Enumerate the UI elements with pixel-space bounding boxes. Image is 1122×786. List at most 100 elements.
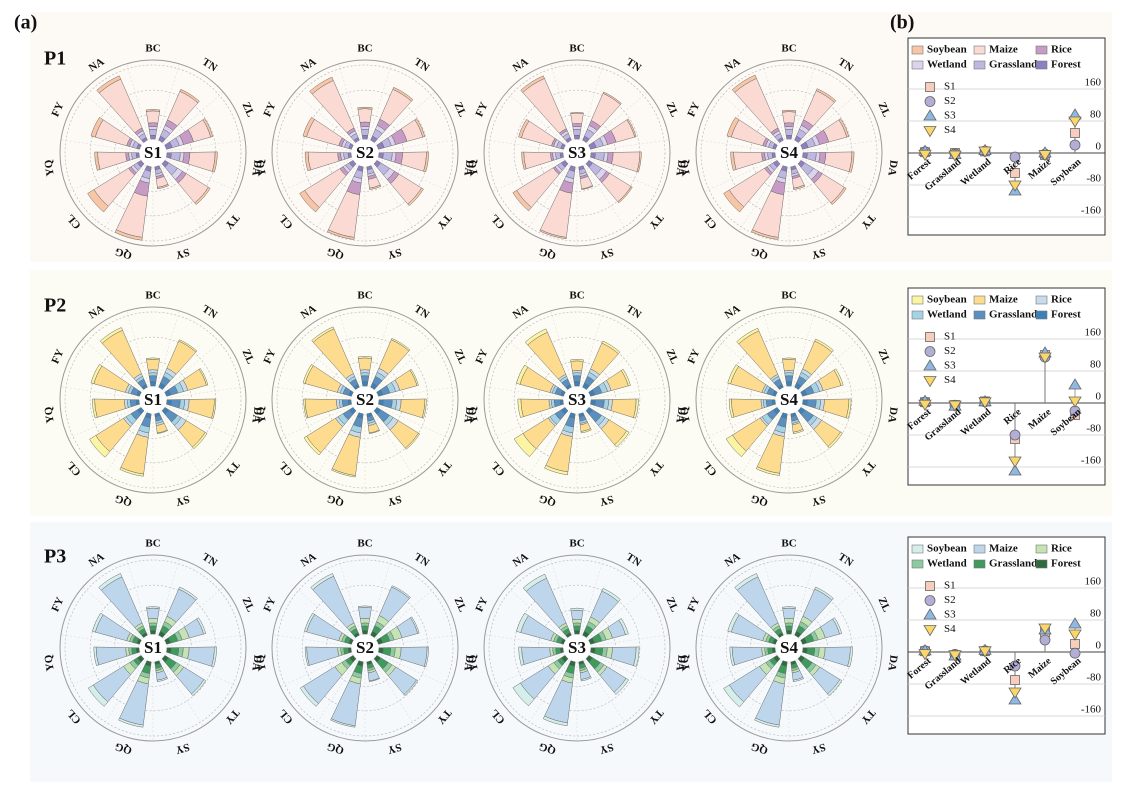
grid-spoke [792,63,816,140]
marker [948,650,962,662]
category-label: QG [325,740,345,756]
rose-segment [847,646,853,668]
rose-segment [147,122,159,128]
category-label: DA [673,406,687,423]
legend-label: Rice [1051,44,1072,56]
category-label: FY [261,347,278,365]
category-label: SY [598,492,615,507]
legend-marker [924,595,936,606]
rose-segment [202,118,214,138]
grid-spoke [696,634,776,647]
rose-segment [785,625,793,631]
rose-segment [331,468,356,478]
grid-spoke [60,634,140,647]
rose-segment [580,676,592,682]
center-label: S1 [144,638,162,657]
grid-spoke [796,659,840,727]
rose-segment [156,429,168,434]
rose-segment [147,369,159,374]
marker [948,400,962,412]
grid-spoke [368,310,392,387]
y-tick-label: -160 [1081,704,1102,716]
legend-swatch [911,559,924,569]
center-label: S2 [356,638,374,657]
category-label: BC [357,538,372,550]
grid-spoke [338,310,362,387]
category-label: QG [113,245,133,261]
outer-ring [271,59,459,247]
rose-segment [409,368,419,386]
center-disc [140,140,166,166]
rose-segment [782,606,796,609]
category-label: YQ [42,653,56,671]
category-label: FY [261,595,278,613]
rose-segment [572,126,582,130]
y-tick-label: 160 [1085,327,1102,339]
category-label: YQ [678,405,692,423]
grid-spoke [526,411,570,479]
grid-spoke [590,139,670,152]
rose-segment [731,74,757,93]
legend-marker [923,109,937,121]
y-tick-label: 0 [1096,640,1102,652]
category-label: BC [357,290,372,302]
grid-spoke [165,653,238,687]
grid-spoke [792,310,816,387]
category-label: SY [386,740,403,755]
legend-label: S2 [944,95,956,107]
outer-ring [59,59,247,247]
grid-spoke [160,164,204,232]
category-label: BC [145,43,160,55]
legend-swatch [1035,295,1048,305]
legend-swatch [1035,310,1048,320]
rose-segment [570,607,584,612]
rose-segment [782,359,796,372]
rose-segment [542,715,568,727]
legend-label: S2 [944,345,956,357]
rose-segment [198,368,209,386]
marker [948,150,962,162]
rose-segment [309,76,334,95]
rose-segment [793,184,806,190]
outer-ring [483,59,671,247]
rose-segment [723,684,745,708]
marker [918,399,932,411]
category-label: FY [473,595,490,613]
grid-spoke [484,139,564,152]
outer-ring [695,59,883,247]
rose-segment [734,573,759,591]
legend-swatch [973,45,986,55]
rose-segment [423,646,429,668]
category-label: DA [885,159,899,176]
grid-circle [488,311,666,489]
legend-label: Soybean [927,543,967,555]
rose-segment [360,372,370,377]
legend-swatch [1035,559,1048,569]
marker [1070,128,1080,138]
grid-spoke [718,586,779,640]
rose-segment [304,612,315,633]
category-label: DA [461,406,475,423]
grid-spoke [580,558,604,635]
y-tick-label: -80 [1086,423,1101,435]
grid-spoke [587,586,648,640]
rose-segment [357,356,373,359]
category-label: DA [673,654,687,671]
marker [1008,693,1022,705]
y-tick-label: -160 [1081,455,1102,467]
rose-segment [358,605,372,609]
marker [1068,617,1082,629]
category-label: FY [261,100,278,118]
rose-segment [570,112,584,114]
rose-segment [572,375,582,383]
category-label: FY [49,347,66,365]
rose-segment [361,625,369,631]
rose-segment [146,357,160,361]
rose-segment [90,116,104,138]
grid-circle [488,559,666,737]
rose-segment [157,183,169,190]
grid-spoke [166,634,246,647]
category-label: BC [145,538,160,550]
category-label: YQ [254,653,268,671]
center-disc [564,387,590,413]
